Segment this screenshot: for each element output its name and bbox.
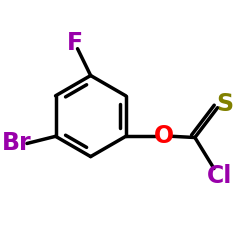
Text: S: S <box>216 92 233 116</box>
Text: Cl: Cl <box>207 164 233 188</box>
Text: O: O <box>154 124 174 148</box>
Text: F: F <box>66 31 82 55</box>
Text: Br: Br <box>2 132 31 156</box>
